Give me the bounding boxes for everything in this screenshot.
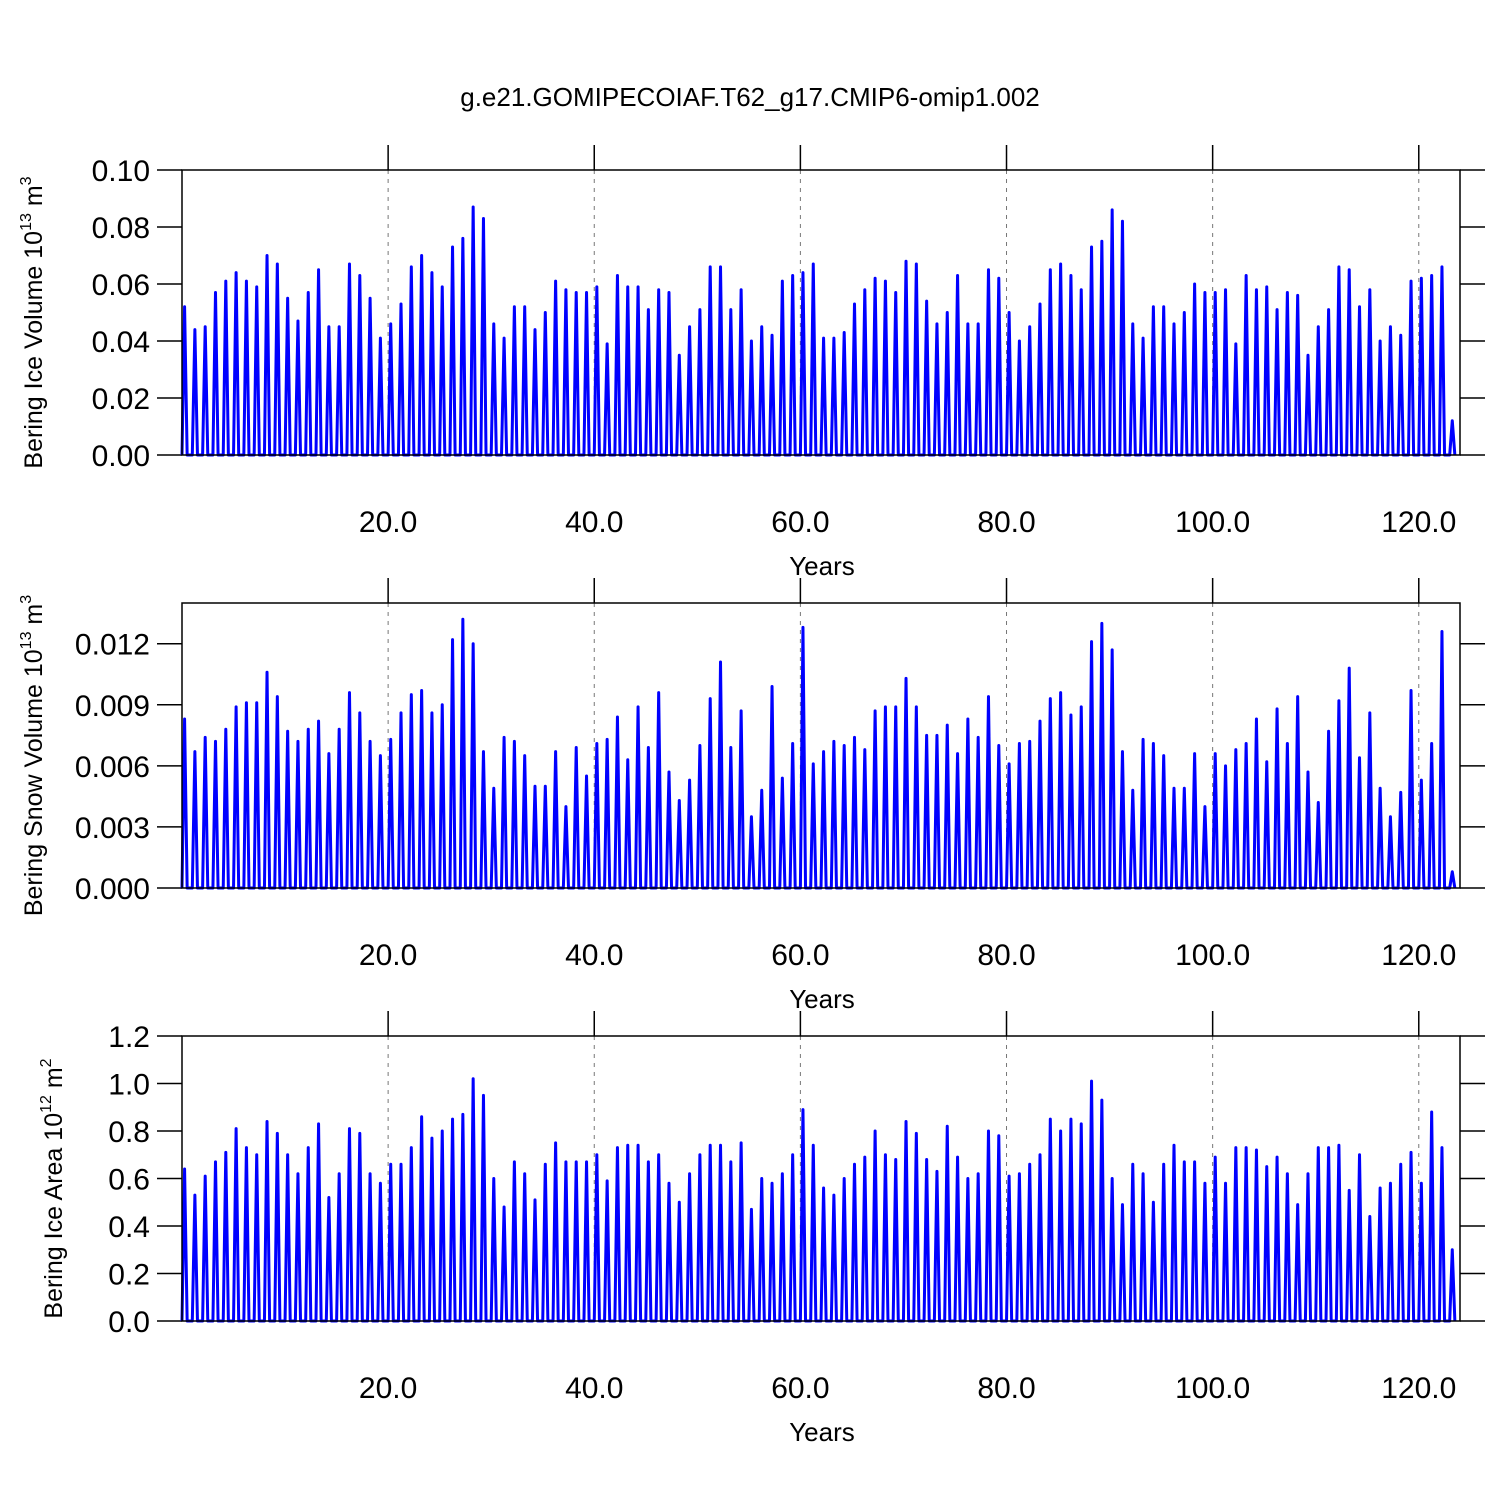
x-tick-label: 40.0 xyxy=(565,939,623,972)
y-label-unit-exp: 2 xyxy=(38,1058,55,1067)
y-tick-label: 0.6 xyxy=(108,1164,150,1197)
x-tick-label: 60.0 xyxy=(771,1372,829,1405)
y-axis-label: Bering Snow Volume 1013 m3 xyxy=(18,595,48,916)
x-tick-label: 60.0 xyxy=(771,506,829,539)
y-label-unit-exp: 3 xyxy=(18,595,35,604)
y-tick-label: 0.04 xyxy=(92,326,150,359)
y-label-main: Bering Snow Volume 10 xyxy=(20,649,48,916)
y-label-exp: 13 xyxy=(18,631,35,649)
x-tick-label: 100.0 xyxy=(1175,1372,1250,1405)
x-tick-label: 80.0 xyxy=(977,1372,1035,1405)
y-axis-label: Bering Ice Volume 1013 m3 xyxy=(18,176,48,468)
y-label-unit: m xyxy=(40,1067,68,1095)
y-tick-label: 0.00 xyxy=(92,440,150,473)
data-line xyxy=(180,1077,1457,1323)
y-label-main: Bering Ice Area 10 xyxy=(40,1113,68,1319)
data-line xyxy=(180,205,1457,457)
y-tick-label: 0.2 xyxy=(108,1259,150,1292)
y-label-unit: m xyxy=(20,185,48,213)
data-line xyxy=(180,617,1457,890)
y-label-unit-exp: 3 xyxy=(18,176,35,185)
plot-frame xyxy=(181,169,1461,456)
chart-title: g.e21.GOMIPECOIAF.T62_g17.CMIP6-omip1.00… xyxy=(460,82,1040,112)
y-tick-label: 0.000 xyxy=(75,873,150,906)
y-tick-label: 1.2 xyxy=(108,1021,150,1054)
y-tick-label: 0.012 xyxy=(75,629,150,662)
x-axis-label: Years xyxy=(789,551,855,581)
x-axis-label: Years xyxy=(789,984,855,1014)
y-label-exp: 13 xyxy=(18,213,35,231)
x-tick-label: 20.0 xyxy=(359,506,417,539)
x-tick-label: 20.0 xyxy=(359,939,417,972)
x-tick-label: 80.0 xyxy=(977,939,1035,972)
y-tick-label: 0.02 xyxy=(92,383,150,416)
y-tick-label: 0.8 xyxy=(108,1116,150,1149)
x-tick-label: 60.0 xyxy=(771,939,829,972)
y-label-unit: m xyxy=(20,604,48,632)
y-tick-label: 0.009 xyxy=(75,690,150,723)
y-label-exp: 12 xyxy=(38,1095,55,1113)
y-tick-label: 0.0 xyxy=(108,1306,150,1339)
plot-frame xyxy=(181,1035,1461,1322)
x-tick-label: 40.0 xyxy=(565,1372,623,1405)
y-label-main: Bering Ice Volume 10 xyxy=(20,231,48,469)
plot-frame xyxy=(181,602,1461,889)
y-tick-label: 0.10 xyxy=(92,155,150,188)
x-tick-label: 100.0 xyxy=(1175,506,1250,539)
y-tick-label: 0.006 xyxy=(75,751,150,784)
y-tick-label: 0.4 xyxy=(108,1211,150,1244)
y-tick-label: 0.003 xyxy=(75,812,150,845)
x-tick-label: 20.0 xyxy=(359,1372,417,1405)
x-tick-label: 80.0 xyxy=(977,506,1035,539)
x-tick-label: 40.0 xyxy=(565,506,623,539)
y-axis-label: Bering Ice Area 1012 m2 xyxy=(38,1058,68,1318)
x-tick-label: 120.0 xyxy=(1381,939,1456,972)
x-axis-label: Years xyxy=(789,1417,855,1447)
y-tick-label: 1.0 xyxy=(108,1069,150,1102)
y-tick-label: 0.08 xyxy=(92,212,150,245)
x-tick-label: 120.0 xyxy=(1381,1372,1456,1405)
x-tick-label: 120.0 xyxy=(1381,506,1456,539)
y-tick-label: 0.06 xyxy=(92,269,150,302)
x-tick-label: 100.0 xyxy=(1175,939,1250,972)
